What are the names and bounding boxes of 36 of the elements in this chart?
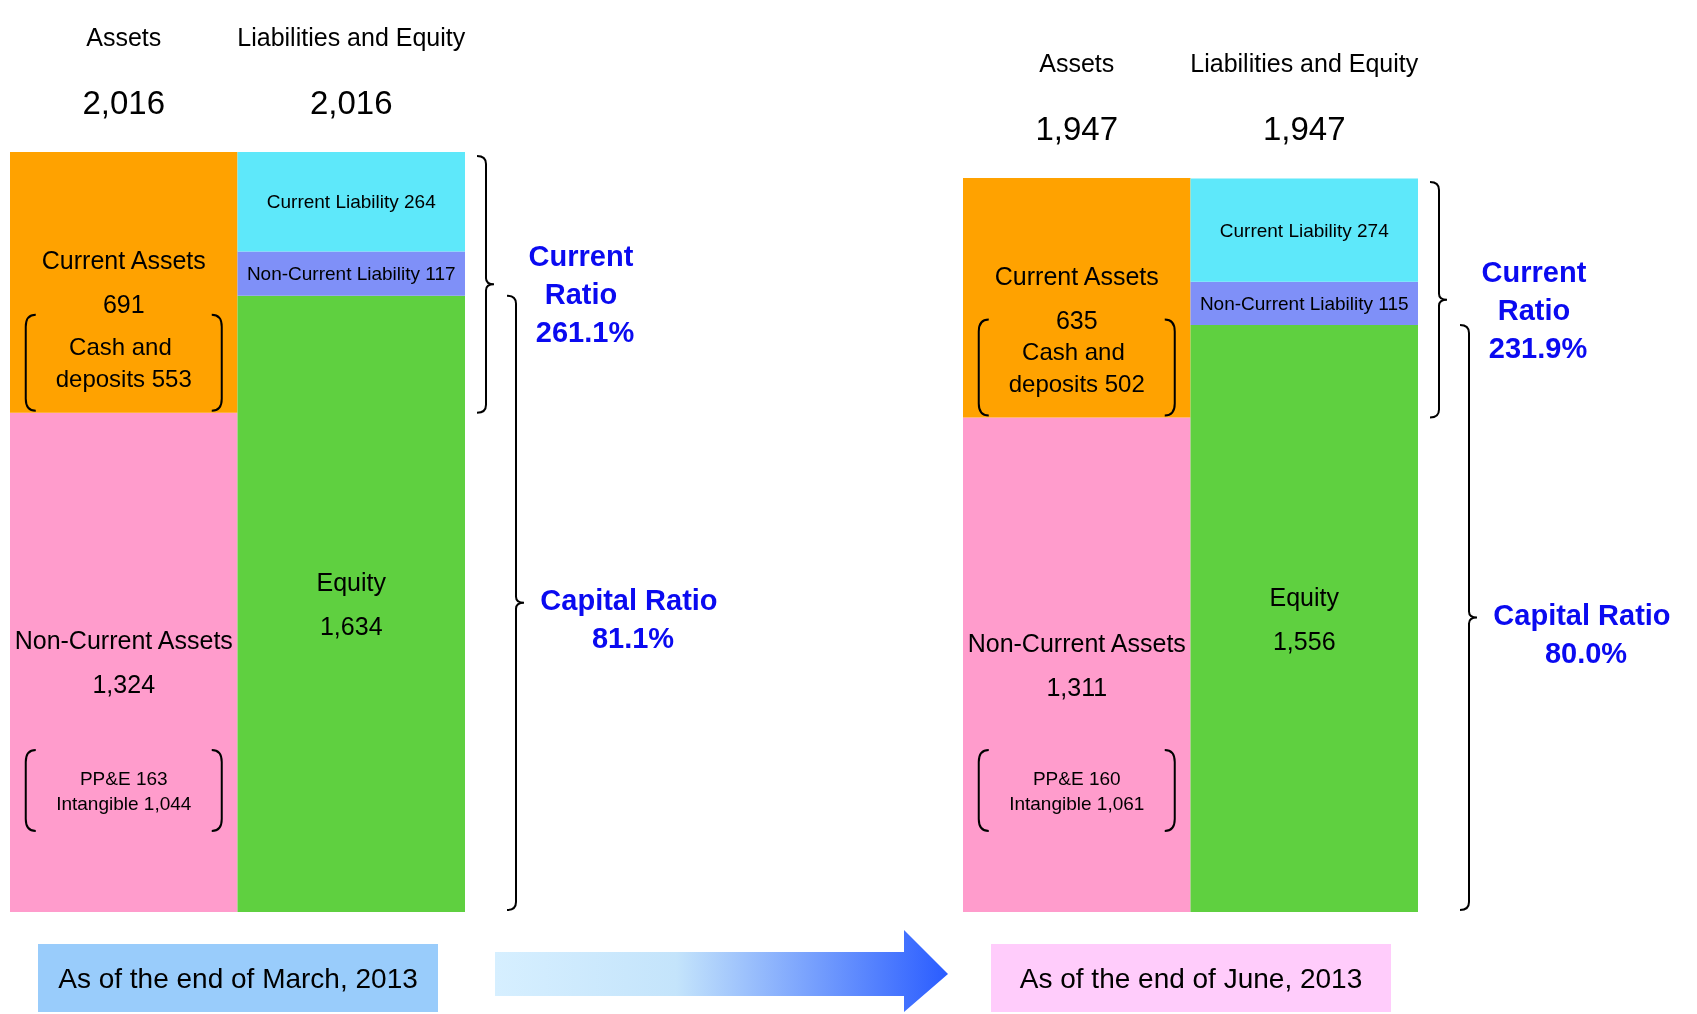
data-label: 1,311 bbox=[1046, 672, 1108, 701]
text: As of the end of June, 2013 bbox=[1019, 962, 1363, 994]
text: Current Ratio 231.9% bbox=[1481, 255, 1595, 364]
series-label: Non-Current Assets bbox=[967, 628, 1186, 657]
total-label: 2,016 bbox=[309, 83, 393, 121]
text: Non-Current Liability 115 bbox=[1199, 292, 1409, 314]
total-label: 1,947 bbox=[1035, 109, 1119, 147]
text: Current Liability 264 bbox=[266, 191, 436, 213]
total-label: 1,947 bbox=[1262, 109, 1346, 147]
x-tick-label: Assets bbox=[1039, 48, 1115, 77]
annotation: Intangible 1,061 bbox=[1009, 792, 1145, 814]
text: Non-Current Liability 117 bbox=[246, 263, 456, 285]
data-label: 635 bbox=[1055, 305, 1098, 334]
x-tick-label: Liabilities and Equity bbox=[1190, 48, 1419, 77]
series-label: Current Assets bbox=[41, 246, 206, 275]
x-tick-label: Assets bbox=[86, 22, 162, 51]
annotation: Intangible 1,044 bbox=[56, 792, 192, 814]
series-label: Equity bbox=[1269, 582, 1340, 611]
data-label: 1,634 bbox=[319, 611, 383, 640]
annotation: PP&E 160 bbox=[1032, 767, 1121, 789]
text: Current Liability 274 bbox=[1219, 219, 1389, 241]
annotation: Cash and deposits 553 bbox=[55, 333, 192, 393]
text: As of the end of March, 2013 bbox=[58, 962, 418, 994]
series-label: Current Assets bbox=[994, 261, 1159, 290]
x-tick-label: Liabilities and Equity bbox=[237, 22, 466, 51]
text: Capital Ratio 80.0% bbox=[1493, 598, 1679, 669]
data-label: 1,556 bbox=[1272, 626, 1336, 655]
data-label: 1,324 bbox=[92, 670, 156, 699]
text: Capital Ratio 81.1% bbox=[540, 583, 726, 654]
data-label: 691 bbox=[102, 290, 145, 319]
series-label: Non-Current Assets bbox=[14, 626, 233, 655]
annotation: Cash and deposits 502 bbox=[1008, 338, 1145, 398]
series-label: Equity bbox=[316, 567, 387, 596]
annotation: PP&E 163 bbox=[79, 767, 168, 789]
total-label: 2,016 bbox=[82, 83, 166, 121]
text: Current Ratio 261.1% bbox=[528, 240, 642, 349]
